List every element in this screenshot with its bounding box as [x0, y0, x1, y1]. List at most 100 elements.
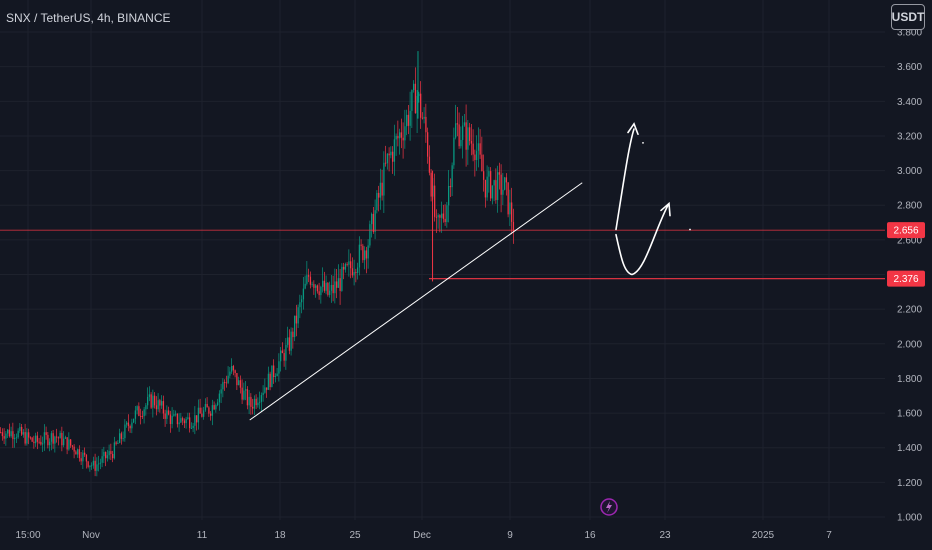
candle-body [453, 137, 455, 166]
candle-body [327, 282, 329, 295]
candle-body [434, 185, 436, 217]
symbol-title[interactable]: SNX / TetherUS, 4h, BINANCE [6, 11, 171, 25]
candle-body [427, 132, 429, 157]
candle-body [472, 143, 474, 155]
v-shape-arrow-head[interactable] [660, 201, 671, 217]
candle-body [155, 405, 158, 410]
candle-body [45, 432, 47, 435]
candle-body [224, 382, 226, 383]
candle-body [182, 418, 184, 421]
candle-body [393, 139, 396, 162]
candle-body [47, 434, 49, 446]
x-tick-label: Dec [413, 530, 431, 541]
candle-body [253, 398, 256, 409]
candle-body [374, 210, 376, 232]
candle-body [498, 172, 501, 175]
candle-body [425, 116, 427, 133]
candle-body [238, 380, 240, 386]
candle-body [358, 244, 361, 268]
y-tick-label: 3.600 [897, 62, 922, 73]
time-axis[interactable]: 15:00 Nov 11 18 25 Dec 9 16 23 2025 7 [15, 530, 832, 541]
candle-body [63, 438, 65, 446]
candle-body [260, 395, 263, 402]
upward-arrow-path[interactable] [615, 128, 635, 231]
candle-body [106, 455, 109, 459]
trend-line[interactable] [249, 182, 583, 421]
candle-body [351, 268, 354, 276]
x-tick-label: 9 [507, 530, 513, 541]
candle-body [504, 177, 506, 190]
v-shape-arrow-path[interactable] [615, 204, 669, 276]
candle-body [19, 426, 21, 431]
candle-body [255, 398, 257, 406]
candle-body [511, 202, 513, 222]
candle-body [150, 394, 152, 408]
candle-body [294, 315, 296, 338]
candle-body [435, 216, 438, 218]
event-flag[interactable] [600, 498, 618, 516]
candle-body [220, 389, 222, 394]
candle-body [262, 392, 264, 396]
candle-body [502, 189, 504, 195]
candle-body [113, 442, 116, 459]
candle-body [180, 418, 182, 423]
candle-body [332, 284, 334, 294]
price-labels: 2.656 2.376 [887, 222, 925, 287]
trend-line-layer [249, 182, 583, 421]
candle-body [176, 413, 179, 425]
candle-body [147, 396, 149, 406]
candle-body [239, 380, 242, 388]
candle-body [68, 439, 70, 450]
candle-body [491, 185, 494, 199]
candle-body [441, 213, 443, 218]
candle-body [437, 215, 439, 218]
candle-body [64, 437, 67, 439]
candle-body [484, 179, 487, 198]
candle-body [428, 156, 431, 173]
candle-body [178, 422, 180, 425]
candle-body [234, 370, 236, 374]
candle-body [124, 424, 126, 439]
candle-body [5, 433, 7, 439]
candle-body [287, 337, 289, 345]
candle-body [505, 177, 508, 183]
candle-body [101, 456, 103, 463]
candle-body [257, 402, 259, 406]
candle-body [490, 171, 492, 199]
candle-body [183, 420, 186, 424]
candle-body [271, 365, 273, 388]
candle-body [166, 410, 168, 419]
candle-body [61, 432, 63, 446]
candle-body [236, 373, 238, 386]
candle-body [115, 442, 117, 444]
candle-body [10, 431, 12, 437]
candle-body [33, 441, 35, 444]
candle-body [378, 192, 380, 198]
grid-lines [0, 0, 885, 520]
candle-body [190, 428, 193, 429]
horizontal-levels [0, 229, 885, 280]
candle-body [117, 442, 119, 444]
candle-body [288, 337, 291, 351]
currency-button[interactable]: USDT [891, 4, 925, 30]
candle-body [406, 114, 408, 127]
price-label: 2.656 [893, 226, 918, 237]
candle-body [399, 132, 401, 139]
candle-body [213, 405, 215, 410]
y-tick-label: 3.000 [897, 166, 922, 177]
candle-body [330, 284, 333, 291]
candle-body [169, 414, 172, 425]
candle-body [82, 452, 84, 462]
candle-body [283, 353, 285, 361]
candle-body [24, 432, 26, 444]
candle-body [455, 123, 457, 138]
candle-body [203, 410, 205, 417]
candle-body [122, 438, 124, 439]
upward-arrow-head[interactable] [627, 122, 639, 136]
candle-body [152, 395, 154, 408]
candle-body [105, 451, 107, 459]
candle-body [168, 410, 170, 415]
candle-body [52, 433, 54, 444]
candle-body [463, 122, 466, 126]
